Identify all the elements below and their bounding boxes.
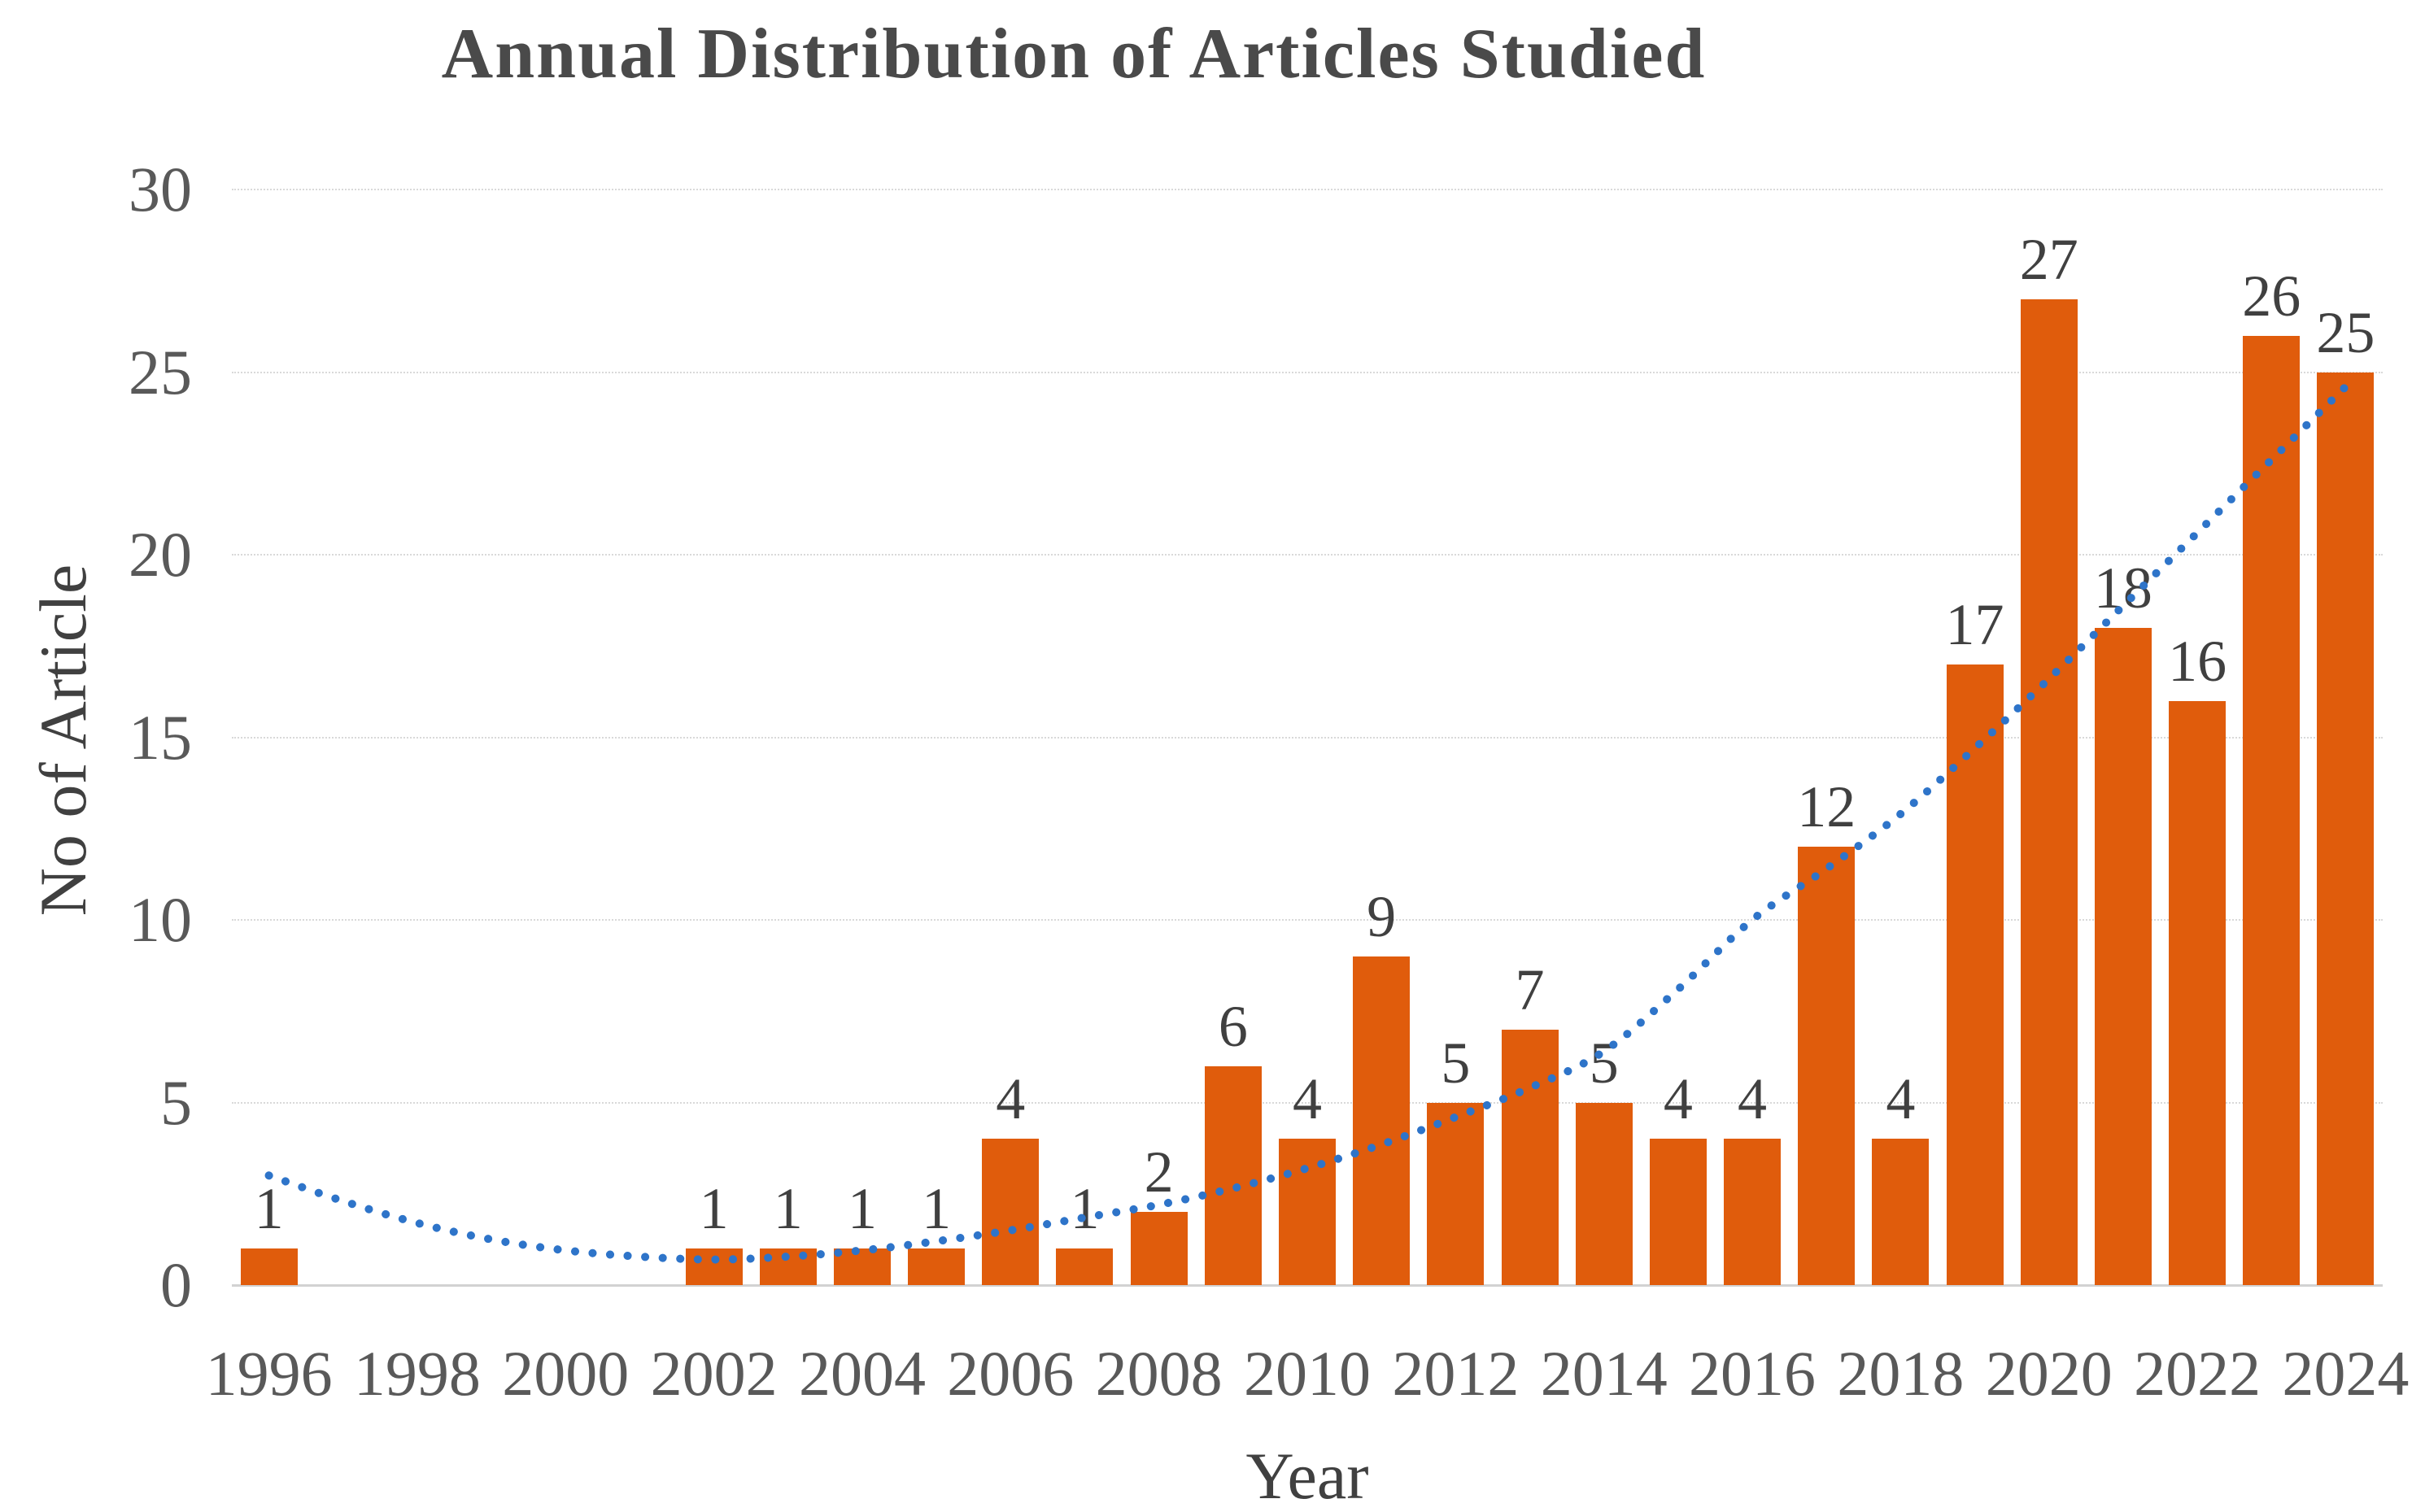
bar-value-label: 1 [699,1176,729,1242]
bar-value-label: 4 [1293,1066,1322,1132]
gridline [232,736,2383,739]
bar-2007 [1056,1248,1114,1285]
gridline [232,919,2383,921]
x-tick-label: 2016 [1689,1338,1817,1409]
bar-2014 [1575,1102,1633,1285]
bar-value-label: 4 [1663,1066,1693,1132]
bar-value-label: 4 [996,1066,1026,1132]
bar-value-label: 26 [2242,263,2301,329]
x-tick-label: 2010 [1244,1338,1371,1409]
bar-value-label: 1 [1070,1176,1100,1242]
y-tick-label: 0 [160,1249,192,1320]
gridline [232,189,2383,190]
gridline [232,554,2383,556]
bar-value-label: 27 [2019,226,2078,292]
bar-2006 [982,1139,1040,1285]
x-axis-title: Year [1245,1439,1369,1512]
bar-value-label: 7 [1515,956,1545,1022]
bar-value-label: 1 [847,1176,877,1242]
trendline-path [264,382,2350,1264]
x-tick-label: 2012 [1392,1338,1520,1409]
x-tick-label: 2014 [1540,1338,1668,1409]
x-tick-label: 2020 [1985,1338,2113,1409]
x-tick-label: 2008 [1095,1338,1223,1409]
y-tick-label: 10 [129,884,192,955]
x-tick-label: 1998 [353,1338,481,1409]
bar-2013 [1501,1029,1559,1285]
y-tick-label: 25 [129,336,192,407]
bar-2017 [1798,847,1856,1285]
bar-2015 [1649,1139,1707,1285]
bar-value-label: 4 [1886,1066,1916,1132]
bar-value-label: 4 [1738,1066,1768,1132]
x-tick-label: 1996 [205,1338,333,1409]
bar-2018 [1872,1139,1930,1285]
y-tick-label: 20 [129,519,192,590]
x-tick-label: 2018 [1837,1338,1965,1409]
bar-2002 [685,1248,743,1285]
bar-2005 [908,1248,966,1285]
x-tick-label: 2022 [2134,1338,2261,1409]
x-tick-label: 2002 [650,1338,778,1409]
bar-value-label: 1 [922,1176,952,1242]
bar-value-label: 25 [2316,299,2375,365]
x-tick-label: 2006 [947,1338,1075,1409]
bar-2016 [1724,1139,1782,1285]
gridline [232,371,2383,373]
bar-value-label: 16 [2168,628,2227,694]
x-tick-label: 2024 [2282,1338,2410,1409]
x-axis-line [232,1284,2383,1287]
bar-2023 [2243,335,2301,1285]
bar-2011 [1353,956,1411,1285]
bar-value-label: 1 [254,1176,284,1242]
y-tick-label: 5 [160,1066,192,1138]
bar-value-label: 9 [1367,883,1397,949]
y-tick-label: 30 [129,154,192,224]
bar-value-label: 5 [1441,1030,1471,1096]
chart-title: Annual Distribution of Articles Studied [441,15,1707,94]
bar-value-label: 1 [773,1176,803,1242]
bar-value-label: 2 [1144,1139,1174,1205]
bar-2009 [1204,1065,1262,1285]
bar-2024 [2317,372,2375,1285]
bar-1996 [240,1248,298,1285]
x-tick-label: 2000 [502,1338,630,1409]
bar-2008 [1130,1212,1188,1285]
bar-2021 [2094,627,2152,1285]
bar-value-label: 6 [1218,993,1248,1059]
bar-2010 [1279,1139,1336,1285]
x-tick-label: 2004 [798,1338,926,1409]
bar-value-label: 12 [1797,774,1856,840]
bar-2004 [833,1248,891,1285]
bar-2022 [2169,700,2227,1285]
bar-value-label: 17 [1945,591,2004,657]
gridline [232,1101,2383,1104]
bar-2012 [1427,1102,1485,1285]
bar-2020 [2020,298,2078,1285]
y-tick-label: 15 [129,701,192,773]
